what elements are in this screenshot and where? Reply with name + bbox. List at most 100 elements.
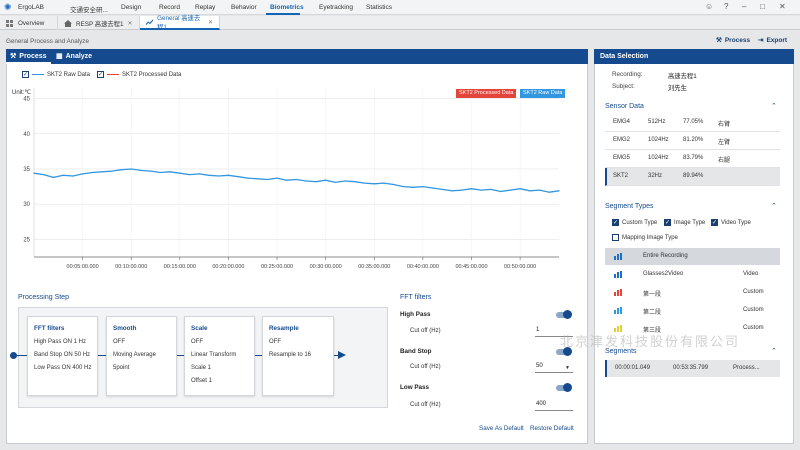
- data-selection-panel: [594, 49, 794, 444]
- resample-card[interactable]: Resample OFF Resample to 16: [262, 316, 334, 396]
- data-point: [91, 171, 93, 174]
- maximize-icon[interactable]: □: [760, 2, 765, 11]
- y-tick-label: 25: [23, 237, 30, 243]
- low-pass-toggle[interactable]: [556, 383, 572, 392]
- process-icon: ⚒: [716, 37, 722, 44]
- scale-card[interactable]: Scale OFF Linear Transform Scale 1 Offse…: [184, 316, 255, 396]
- band-stop-cutoff-select[interactable]: 50: [535, 363, 573, 373]
- restore-default-button[interactable]: Restore Default: [530, 425, 574, 432]
- data-point: [490, 188, 492, 190]
- close-icon[interactable]: ✕: [779, 2, 786, 11]
- data-point: [247, 177, 249, 179]
- tab-resp[interactable]: RESP 高速去程1 ✕: [58, 16, 140, 30]
- data-point: [558, 190, 560, 192]
- process-tab-icon: ⚒: [10, 53, 17, 60]
- data-selection-title: Data Selection: [594, 49, 794, 64]
- active-tab-indicator: [6, 62, 51, 64]
- save-as-default-button[interactable]: Save As Default: [479, 425, 524, 432]
- x-tick-label: 00:15:00.000: [164, 264, 196, 270]
- data-point: [169, 171, 171, 173]
- data-point: [159, 171, 161, 174]
- menu-record[interactable]: Record: [159, 4, 180, 11]
- high-pass-cutoff-input[interactable]: 1: [535, 327, 573, 337]
- segment-type-custom[interactable]: ✓ Custom Type: [612, 219, 657, 226]
- menu-project[interactable]: 交通安全研...: [70, 7, 108, 14]
- sensor-rate: 1024Hz: [648, 155, 669, 161]
- sensor-row[interactable]: EMG4 512Hz 77.05% 右臂: [605, 114, 780, 132]
- checkbox-checked-icon[interactable]: ✓: [711, 219, 718, 226]
- close-tab-icon[interactable]: ✕: [127, 20, 133, 27]
- card-line: Linear Transform: [191, 352, 237, 358]
- export-button[interactable]: ⇥ Export: [758, 36, 788, 45]
- data-point: [120, 169, 123, 171]
- data-point: [529, 190, 531, 192]
- segment-status: Process...: [733, 365, 760, 371]
- segment-name: Glasses2Video: [643, 271, 684, 277]
- flow-arrow-icon: [338, 351, 346, 359]
- segment-item[interactable]: 第三段 Custom: [605, 320, 780, 337]
- card-line: OFF: [191, 339, 203, 345]
- checkbox-unchecked-icon[interactable]: [612, 234, 619, 241]
- segment-type-video[interactable]: ✓ Video Type: [711, 219, 751, 226]
- segment-type: Custom: [743, 289, 764, 295]
- tab-analyze[interactable]: ▦ Analyze: [56, 52, 92, 61]
- segment-item[interactable]: Glasses2Video Video: [605, 266, 780, 283]
- close-tab-icon[interactable]: ✕: [207, 19, 213, 26]
- menu-behavior[interactable]: Behavior: [231, 4, 257, 11]
- smooth-card[interactable]: Smooth OFF Moving Average 5point: [106, 316, 177, 396]
- help-icon[interactable]: ?: [724, 2, 729, 11]
- chevron-up-icon[interactable]: ⌃: [771, 203, 777, 210]
- main-panel-header: [6, 49, 588, 64]
- segment-type-label: Mapping Image Type: [622, 234, 678, 241]
- tab-general[interactable]: General 高速去程1 ✕: [140, 15, 220, 31]
- tab-label: Overview: [18, 19, 45, 27]
- low-pass-cutoff-input[interactable]: 400: [535, 401, 573, 411]
- segment-range-row[interactable]: 00:00:01.049 00:53:35.799 Process...: [605, 360, 780, 377]
- sensor-location: 右臂: [718, 122, 731, 128]
- fft-card[interactable]: FFT filters High Pass ON 1 Hz Band Stop …: [27, 316, 98, 396]
- sensor-quality: 89.94%: [683, 173, 704, 179]
- tab-process[interactable]: ⚒ Process: [10, 52, 47, 61]
- legend-raw[interactable]: ✓ SKT2 Raw Data: [22, 71, 90, 78]
- line-chart[interactable]: Unit:℃45 40 35 30 25 00:05:00.000 00:10:00.000…: [8, 82, 586, 278]
- menu-biometrics[interactable]: Biometrics: [270, 4, 304, 11]
- chevron-down-icon[interactable]: ▼: [565, 365, 570, 371]
- legend-processed[interactable]: ✓ SKT2 Processed Data: [97, 71, 181, 78]
- sensor-rate: 1024Hz: [648, 137, 669, 143]
- segment-item-selected[interactable]: Entire Recording: [605, 248, 780, 265]
- tab-label: General 高速去程1: [157, 15, 201, 31]
- sensor-row[interactable]: EMG2 1024Hz 81.20% 左臂: [605, 132, 780, 150]
- menu-eyetracking[interactable]: Eyetracking: [319, 4, 353, 11]
- checkbox-checked-icon[interactable]: ✓: [612, 219, 619, 226]
- sensor-name: EMG5: [613, 155, 631, 161]
- menu-design[interactable]: Design: [121, 4, 142, 11]
- segment-item[interactable]: 第二段 Custom: [605, 302, 780, 319]
- sensor-row[interactable]: EMG5 1024Hz 83.79% 右腿: [605, 150, 780, 168]
- menu-replay[interactable]: Replay: [195, 4, 216, 11]
- export-label: Export: [766, 36, 788, 44]
- sensor-row-selected[interactable]: SKT2 32Hz 89.94%: [605, 168, 780, 186]
- tab-overview[interactable]: Overview: [0, 16, 58, 30]
- minimize-icon[interactable]: –: [742, 2, 747, 11]
- data-point: [412, 186, 414, 188]
- checkbox-checked-icon[interactable]: ✓: [22, 71, 29, 78]
- chevron-up-icon[interactable]: ⌃: [771, 348, 777, 355]
- user-icon[interactable]: ☺: [705, 2, 714, 11]
- x-tick-label: 00:30:00.000: [310, 264, 342, 270]
- segment-item[interactable]: 第一段 Custom: [605, 284, 780, 301]
- x-tick-label: 00:45:00.000: [455, 264, 487, 270]
- segment-type-mapping[interactable]: Mapping Image Type: [612, 234, 678, 241]
- process-button[interactable]: ⚒ Process: [716, 36, 750, 45]
- chevron-up-icon[interactable]: ⌃: [771, 103, 777, 110]
- high-pass-toggle[interactable]: [556, 310, 572, 319]
- data-point: [402, 185, 405, 188]
- data-point: [441, 188, 443, 190]
- segment-type-image[interactable]: ✓ Image Type: [664, 219, 705, 226]
- checkbox-checked-icon[interactable]: ✓: [97, 71, 104, 78]
- data-point: [325, 179, 327, 181]
- segment-name: 第一段: [643, 292, 662, 298]
- menu-statistics[interactable]: Statistics: [366, 4, 393, 11]
- band-stop-toggle[interactable]: [556, 347, 572, 356]
- sensor-quality: 77.05%: [683, 119, 704, 125]
- checkbox-checked-icon[interactable]: ✓: [664, 219, 671, 226]
